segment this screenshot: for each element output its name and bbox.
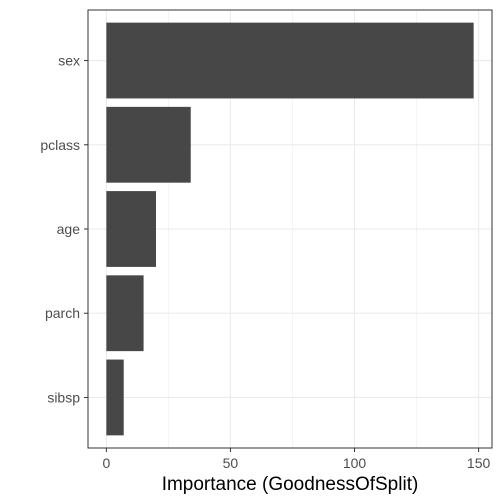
y-tick-label: age <box>57 221 81 237</box>
x-tick-label: 0 <box>102 455 110 471</box>
x-tick-label: 150 <box>467 455 491 471</box>
bar-age <box>106 191 156 267</box>
bar-sex <box>106 22 474 99</box>
x-axis: 0 50 100 150 <box>102 448 490 471</box>
bars <box>106 22 474 436</box>
x-tick-label: 50 <box>223 455 239 471</box>
y-tick-label: parch <box>45 305 80 321</box>
y-axis: sex pclass age parch sibsp <box>40 53 88 405</box>
bar-sibsp <box>106 359 124 436</box>
x-axis-title: Importance (GoodnessOfSplit) <box>162 474 419 495</box>
y-tick-label: sex <box>58 53 80 69</box>
bar-pclass <box>106 106 191 183</box>
y-tick-label: pclass <box>40 137 80 153</box>
x-tick-label: 100 <box>343 455 367 471</box>
bar-parch <box>106 275 144 352</box>
y-tick-label: sibsp <box>47 389 80 405</box>
